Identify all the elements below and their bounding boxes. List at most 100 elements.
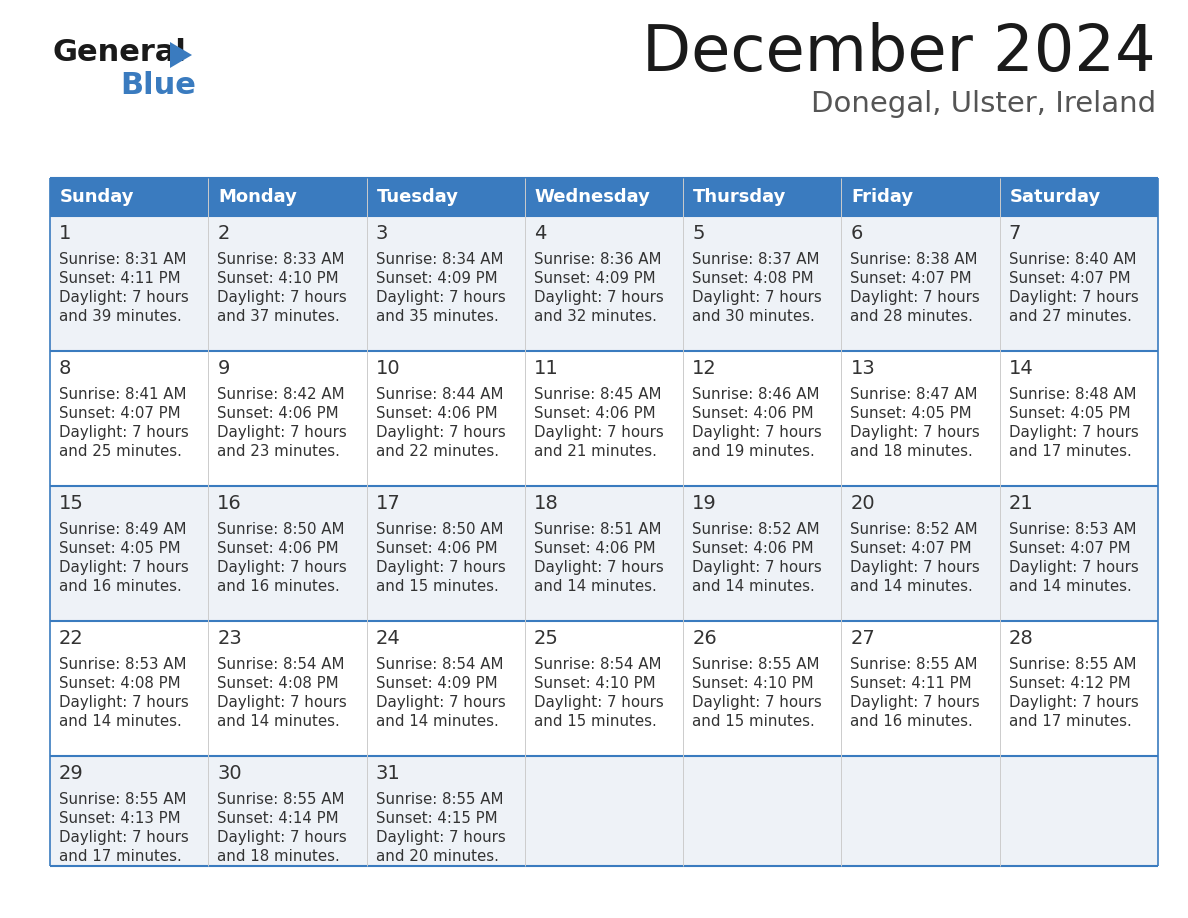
Text: and 14 minutes.: and 14 minutes. — [59, 714, 182, 729]
Text: Sunset: 4:06 PM: Sunset: 4:06 PM — [375, 541, 498, 556]
Text: Sunset: 4:06 PM: Sunset: 4:06 PM — [375, 406, 498, 421]
Text: Sunset: 4:07 PM: Sunset: 4:07 PM — [1009, 271, 1130, 286]
Text: Daylight: 7 hours: Daylight: 7 hours — [375, 830, 505, 845]
Text: Daylight: 7 hours: Daylight: 7 hours — [693, 290, 822, 305]
Text: and 14 minutes.: and 14 minutes. — [533, 579, 657, 594]
Text: 12: 12 — [693, 359, 716, 378]
Text: 16: 16 — [217, 494, 242, 513]
Text: Daylight: 7 hours: Daylight: 7 hours — [375, 560, 505, 575]
Text: 30: 30 — [217, 764, 242, 783]
Bar — [50, 621, 1158, 756]
Text: Sunset: 4:10 PM: Sunset: 4:10 PM — [533, 676, 656, 691]
Text: 27: 27 — [851, 629, 876, 648]
Text: Sunrise: 8:44 AM: Sunrise: 8:44 AM — [375, 387, 503, 402]
Text: and 18 minutes.: and 18 minutes. — [851, 444, 973, 459]
Text: and 21 minutes.: and 21 minutes. — [533, 444, 657, 459]
Text: and 25 minutes.: and 25 minutes. — [59, 444, 182, 459]
Text: Sunrise: 8:54 AM: Sunrise: 8:54 AM — [217, 657, 345, 672]
Text: 5: 5 — [693, 224, 704, 243]
Text: Wednesday: Wednesday — [535, 188, 651, 206]
Text: Daylight: 7 hours: Daylight: 7 hours — [59, 695, 189, 710]
Text: Sunrise: 8:48 AM: Sunrise: 8:48 AM — [1009, 387, 1136, 402]
Text: Sunset: 4:05 PM: Sunset: 4:05 PM — [59, 541, 181, 556]
Text: Daylight: 7 hours: Daylight: 7 hours — [59, 290, 189, 305]
Text: Sunrise: 8:47 AM: Sunrise: 8:47 AM — [851, 387, 978, 402]
Text: Sunrise: 8:54 AM: Sunrise: 8:54 AM — [533, 657, 662, 672]
Text: Sunrise: 8:55 AM: Sunrise: 8:55 AM — [1009, 657, 1136, 672]
Text: Sunrise: 8:45 AM: Sunrise: 8:45 AM — [533, 387, 662, 402]
Text: Sunset: 4:11 PM: Sunset: 4:11 PM — [59, 271, 181, 286]
Text: and 14 minutes.: and 14 minutes. — [1009, 579, 1131, 594]
Text: 9: 9 — [217, 359, 229, 378]
Text: Sunset: 4:09 PM: Sunset: 4:09 PM — [533, 271, 656, 286]
Text: 4: 4 — [533, 224, 546, 243]
Text: December 2024: December 2024 — [643, 22, 1156, 84]
Text: Sunrise: 8:40 AM: Sunrise: 8:40 AM — [1009, 252, 1136, 267]
Text: Daylight: 7 hours: Daylight: 7 hours — [217, 290, 347, 305]
Text: 25: 25 — [533, 629, 558, 648]
Text: Daylight: 7 hours: Daylight: 7 hours — [533, 290, 664, 305]
Text: Sunrise: 8:50 AM: Sunrise: 8:50 AM — [375, 522, 503, 537]
Text: Sunrise: 8:31 AM: Sunrise: 8:31 AM — [59, 252, 187, 267]
Bar — [50, 756, 1158, 866]
Text: Daylight: 7 hours: Daylight: 7 hours — [217, 695, 347, 710]
Text: Friday: Friday — [852, 188, 914, 206]
Text: Sunrise: 8:41 AM: Sunrise: 8:41 AM — [59, 387, 187, 402]
Text: Sunset: 4:10 PM: Sunset: 4:10 PM — [693, 676, 814, 691]
Text: Sunrise: 8:53 AM: Sunrise: 8:53 AM — [1009, 522, 1136, 537]
Text: Sunrise: 8:34 AM: Sunrise: 8:34 AM — [375, 252, 503, 267]
Text: and 14 minutes.: and 14 minutes. — [217, 714, 340, 729]
Text: and 23 minutes.: and 23 minutes. — [217, 444, 340, 459]
Text: Sunset: 4:06 PM: Sunset: 4:06 PM — [533, 541, 656, 556]
Text: Daylight: 7 hours: Daylight: 7 hours — [59, 830, 189, 845]
Text: Sunrise: 8:51 AM: Sunrise: 8:51 AM — [533, 522, 662, 537]
Text: Sunrise: 8:55 AM: Sunrise: 8:55 AM — [217, 792, 345, 807]
Text: General: General — [52, 38, 185, 67]
Text: and 30 minutes.: and 30 minutes. — [693, 309, 815, 324]
Text: Sunset: 4:08 PM: Sunset: 4:08 PM — [693, 271, 814, 286]
Text: and 27 minutes.: and 27 minutes. — [1009, 309, 1132, 324]
Text: Sunset: 4:11 PM: Sunset: 4:11 PM — [851, 676, 972, 691]
Text: and 16 minutes.: and 16 minutes. — [59, 579, 182, 594]
Text: Sunset: 4:07 PM: Sunset: 4:07 PM — [851, 271, 972, 286]
Text: Sunset: 4:08 PM: Sunset: 4:08 PM — [59, 676, 181, 691]
Text: 3: 3 — [375, 224, 388, 243]
Text: Donegal, Ulster, Ireland: Donegal, Ulster, Ireland — [811, 90, 1156, 118]
Text: Sunset: 4:10 PM: Sunset: 4:10 PM — [217, 271, 339, 286]
Text: Daylight: 7 hours: Daylight: 7 hours — [217, 830, 347, 845]
Text: Daylight: 7 hours: Daylight: 7 hours — [693, 425, 822, 440]
Text: 22: 22 — [59, 629, 83, 648]
Bar — [50, 351, 1158, 486]
Text: and 14 minutes.: and 14 minutes. — [375, 714, 498, 729]
Text: Daylight: 7 hours: Daylight: 7 hours — [375, 290, 505, 305]
Text: Daylight: 7 hours: Daylight: 7 hours — [1009, 560, 1138, 575]
Text: Daylight: 7 hours: Daylight: 7 hours — [1009, 290, 1138, 305]
Bar — [50, 486, 1158, 621]
Text: Sunset: 4:06 PM: Sunset: 4:06 PM — [217, 406, 339, 421]
Text: and 17 minutes.: and 17 minutes. — [1009, 714, 1131, 729]
Text: 1: 1 — [59, 224, 71, 243]
Text: Daylight: 7 hours: Daylight: 7 hours — [375, 695, 505, 710]
Text: 8: 8 — [59, 359, 71, 378]
Text: 11: 11 — [533, 359, 558, 378]
Text: Sunrise: 8:37 AM: Sunrise: 8:37 AM — [693, 252, 820, 267]
Text: Daylight: 7 hours: Daylight: 7 hours — [533, 695, 664, 710]
Text: 13: 13 — [851, 359, 876, 378]
Text: Sunrise: 8:49 AM: Sunrise: 8:49 AM — [59, 522, 187, 537]
Text: Daylight: 7 hours: Daylight: 7 hours — [851, 425, 980, 440]
Text: Sunrise: 8:33 AM: Sunrise: 8:33 AM — [217, 252, 345, 267]
Text: Sunset: 4:14 PM: Sunset: 4:14 PM — [217, 811, 339, 826]
Text: Sunset: 4:09 PM: Sunset: 4:09 PM — [375, 271, 498, 286]
Text: Daylight: 7 hours: Daylight: 7 hours — [693, 560, 822, 575]
Text: Sunrise: 8:55 AM: Sunrise: 8:55 AM — [375, 792, 503, 807]
Text: and 15 minutes.: and 15 minutes. — [375, 579, 498, 594]
Text: Sunrise: 8:52 AM: Sunrise: 8:52 AM — [693, 522, 820, 537]
Text: Daylight: 7 hours: Daylight: 7 hours — [851, 560, 980, 575]
Text: and 18 minutes.: and 18 minutes. — [217, 849, 340, 864]
Text: Sunrise: 8:52 AM: Sunrise: 8:52 AM — [851, 522, 978, 537]
Text: Sunrise: 8:55 AM: Sunrise: 8:55 AM — [59, 792, 187, 807]
Text: 17: 17 — [375, 494, 400, 513]
Text: 6: 6 — [851, 224, 862, 243]
Text: and 22 minutes.: and 22 minutes. — [375, 444, 499, 459]
Text: and 15 minutes.: and 15 minutes. — [533, 714, 657, 729]
